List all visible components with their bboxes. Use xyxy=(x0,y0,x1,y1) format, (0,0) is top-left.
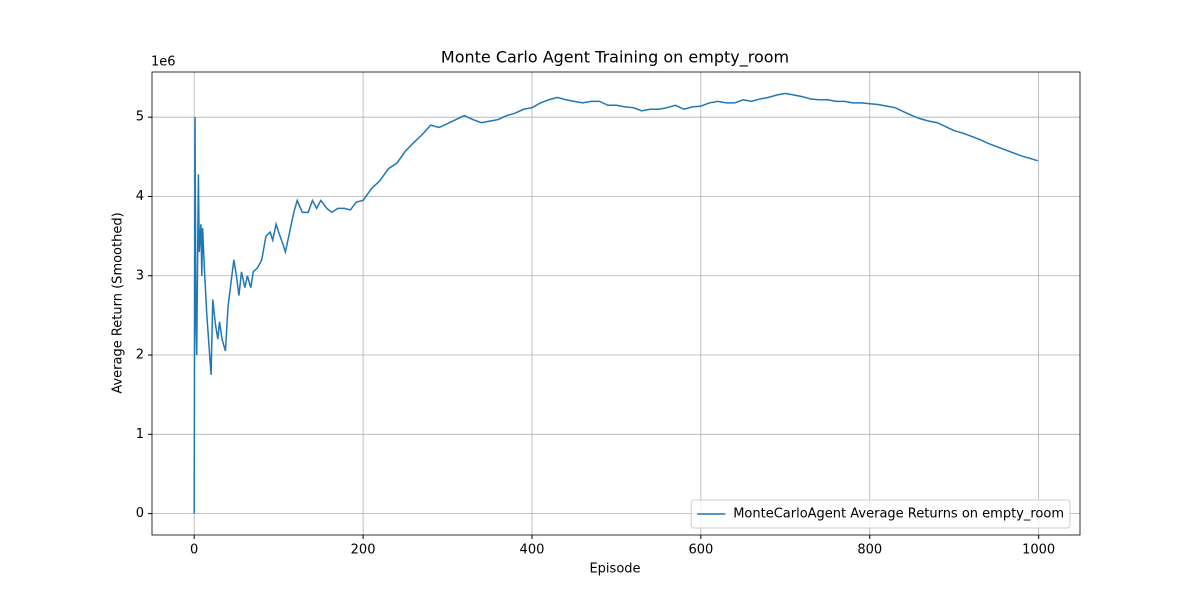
y-tick-label: 3 xyxy=(136,268,144,283)
x-tick-label: 1000 xyxy=(1022,543,1055,558)
y-tick-label: 0 xyxy=(136,506,144,521)
data-line xyxy=(193,92,1039,514)
legend-box xyxy=(690,499,1071,529)
legend: MonteCarloAgent Average Returns on empty… xyxy=(690,499,1071,529)
y-tick-label: 4 xyxy=(136,189,144,204)
y-tick-label: 5 xyxy=(136,110,144,125)
y-tick-label: 2 xyxy=(136,348,144,363)
y-offset-label: 1e6 xyxy=(151,55,176,70)
x-tick-label: 600 xyxy=(688,543,713,558)
x-tick-label: 200 xyxy=(351,543,376,558)
x-tick-label: 800 xyxy=(857,543,882,558)
y-tick-label: 1 xyxy=(136,427,144,442)
x-axis-label: Episode xyxy=(589,562,640,577)
plot-frame xyxy=(151,71,1081,536)
x-tick-label: 400 xyxy=(520,543,545,558)
chart-title: Monte Carlo Agent Training on empty_room xyxy=(441,48,789,68)
x-tick-label: 0 xyxy=(190,543,198,558)
legend-label: MonteCarloAgent Average Returns on empty… xyxy=(733,507,1064,522)
y-axis-label: Average Return (Smoothed) xyxy=(111,212,126,393)
